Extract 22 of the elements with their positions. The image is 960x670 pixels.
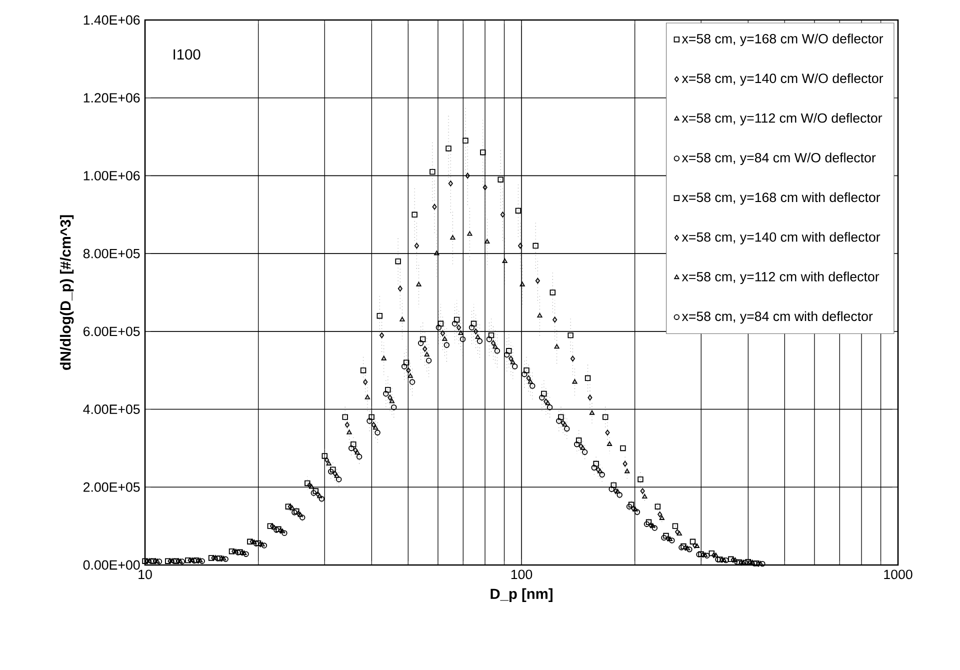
legend-label: x=58 cm, y=140 cm W/O deflector <box>682 73 884 86</box>
y-tick-label: 1.40E+06 <box>84 15 140 25</box>
legend-label: x=58 cm, y=112 cm W/O deflector <box>682 112 882 126</box>
y-tick-label: 6.00E+05 <box>84 326 140 336</box>
y-tick-label: 8.00E+05 <box>83 248 140 258</box>
y-tick-label: 0.00E+00 <box>83 560 140 570</box>
legend-label: x=58 cm, y=140 cm with deflector <box>682 232 880 244</box>
y-tick-label: 4.00E+05 <box>83 404 140 414</box>
y-axis-title: dN/dlog(D_p) [#/cm^3] <box>60 215 74 370</box>
x-tick-label: 10 <box>138 570 152 580</box>
y-tick-label: 1.20E+06 <box>84 93 140 103</box>
legend-label: x=58 cm, y=84 cm W/O deflector <box>682 152 876 166</box>
legend-label: x=58 cm, y=112 cm with deflector <box>682 272 880 284</box>
legend-label: x=58 cm, y=168 cm W/O deflector <box>682 34 884 46</box>
y-tick-label: 1.00E+06 <box>84 170 140 180</box>
x-tick-label: 100 <box>511 570 532 580</box>
legend-label: x=58 cm, y=168 cm with deflector <box>682 192 880 205</box>
x-axis-title: D_p [nm] <box>490 588 552 602</box>
legend-label: x=58 cm, y=84 cm with deflector <box>682 311 873 324</box>
x-tick-label: 1000 <box>884 570 912 580</box>
annotation: I100 <box>174 49 200 60</box>
y-tick-label: 2.00E+05 <box>84 482 140 492</box>
